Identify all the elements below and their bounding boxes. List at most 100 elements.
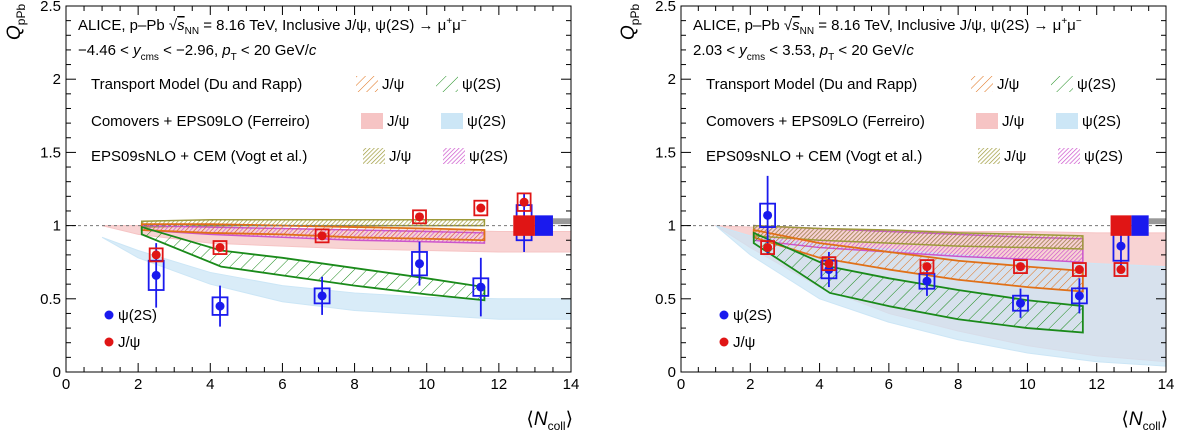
legend-swatch-jpsi — [361, 113, 383, 129]
psi2s-sys-box — [211, 296, 229, 316]
kinematics-label: −4.46 < ycms < −2.96, pT < 20 GeV/c — [78, 42, 317, 63]
data-legend-marker — [719, 337, 729, 347]
x-tick-label: 14 — [563, 376, 580, 393]
jpsi-sys-box — [760, 240, 776, 255]
x-axis-title: ⟨Ncoll⟩ — [526, 409, 573, 430]
x-axis-title: ⟨Ncoll⟩ — [1121, 409, 1168, 430]
y-tick-label: 1 — [53, 218, 61, 235]
legend-swatch-jpsi — [978, 148, 1000, 164]
legend-label-jpsi: J/ψ — [382, 76, 404, 93]
x-tick-label: 14 — [1158, 376, 1175, 393]
legend-label-jpsi: J/ψ — [389, 148, 411, 165]
model-band-comovers-psi2s — [101, 236, 571, 320]
legend-swatch-psi2s — [1051, 76, 1073, 92]
jpsi-point — [1074, 265, 1084, 275]
legend-label-jpsi: J/ψ — [997, 76, 1019, 93]
data-legend-label: J/ψ — [733, 334, 755, 351]
legend-swatch-psi2s — [436, 76, 458, 92]
y-tick-label: 2 — [53, 71, 61, 88]
kinematics-label: 2.03 < ycms < 3.53, pT < 20 GeV/c — [693, 42, 914, 63]
x-tick-label: 10 — [418, 376, 435, 393]
jpsi-point — [1116, 265, 1126, 275]
y-tick-label: 1.5 — [655, 144, 676, 161]
global-uncertainty-box — [534, 215, 553, 236]
x-tick-label: 8 — [350, 376, 358, 393]
x-tick-label: 2 — [134, 376, 142, 393]
legend-model-2: Comovers + EPS09LO (Ferreiro) — [706, 113, 925, 130]
jpsi-point — [824, 259, 834, 269]
x-tick-label: 0 — [62, 376, 70, 393]
global-uncertainty-box — [552, 218, 571, 225]
legend-swatch-jpsi — [971, 76, 993, 92]
legend-label-psi2s: ψ(2S) — [1084, 148, 1123, 165]
x-tick-label: 2 — [746, 376, 754, 393]
y-axis-title: QpPb — [618, 4, 642, 40]
legend-model-3: EPS09sNLO + CEM (Vogt et al.) — [706, 148, 922, 165]
psi2s-point — [1016, 298, 1025, 308]
jpsi-sys-box — [148, 247, 164, 263]
legend-model-1: Transport Model (Du and Rapp) — [706, 76, 917, 93]
model-band-transport-jpsi — [752, 228, 1084, 293]
chart-title: ALICE, p–Pb √sNN = 8.16 TeV, Inclusive J… — [78, 16, 467, 37]
legend-swatch-psi2s — [1058, 148, 1080, 164]
psi2s-sys-box — [1070, 287, 1088, 305]
legend-swatch-psi2s — [1056, 113, 1078, 129]
jpsi-sys-box — [412, 209, 427, 225]
y-tick-label: 0.5 — [655, 291, 676, 308]
x-tick-label: 4 — [815, 376, 823, 393]
legend-label-psi2s: ψ(2S) — [469, 148, 508, 165]
chart-panel-left: 0 2 4 6 8 10 12 14 0 0.5 1 1.5 2 2.5 ⟨Ncoll⟩ QpPb ALICE,… — [4, 0, 580, 430]
psi2s-point — [1074, 291, 1084, 301]
legend-label-jpsi: J/ψ — [1002, 113, 1024, 130]
legend-label-psi2s: ψ(2S) — [462, 76, 501, 93]
plot-area — [66, 192, 571, 327]
jpsi-point — [151, 250, 161, 260]
legend-model-2: Comovers + EPS09LO (Ferreiro) — [91, 113, 310, 130]
legend-swatch-jpsi — [356, 76, 378, 92]
x-tick-label: 4 — [206, 376, 214, 393]
x-tick-label: 10 — [1019, 376, 1036, 393]
x-tick-label: 12 — [1088, 376, 1105, 393]
jpsi-sys-box — [821, 256, 837, 272]
chart-left: 0 2 4 6 8 10 12 14 0 0.5 1 1.5 2 2.5 ⟨Ncoll⟩ QpPb ALICE,… — [4, 0, 580, 430]
x-tick-label: 0 — [677, 376, 685, 393]
legend-model-1: Transport Model (Du and Rapp) — [91, 76, 302, 93]
psi2s-sys-box — [472, 277, 490, 297]
y-tick-label: 1 — [668, 218, 676, 235]
global-uncertainty-box — [1131, 215, 1149, 236]
plot-area — [681, 175, 1166, 367]
y-tick-label: 1.5 — [40, 144, 61, 161]
legend-label-psi2s: ψ(2S) — [1082, 113, 1121, 130]
psi2s-sys-box — [411, 251, 428, 277]
jpsi-point — [922, 262, 932, 272]
legend-label-psi2s: ψ(2S) — [467, 113, 506, 130]
jpsi-point — [415, 212, 424, 222]
jpsi-sys-box — [1071, 262, 1087, 277]
psi2s-point — [317, 291, 327, 301]
jpsi-sys-box — [212, 240, 228, 255]
jpsi-sys-box — [473, 199, 489, 217]
global-uncertainty-box — [1110, 215, 1132, 236]
psi2s-point — [151, 270, 161, 280]
psi2s-sys-box — [313, 287, 331, 305]
psi2s-point — [415, 259, 424, 269]
legend-swatch-psi2s — [441, 113, 463, 129]
data-legend-label: ψ(2S) — [118, 307, 157, 324]
y-tick-label: 2.5 — [40, 0, 61, 15]
jpsi-point — [763, 243, 773, 253]
jpsi-sys-box — [1013, 259, 1028, 274]
jpsi-sys-box — [516, 192, 532, 212]
data-legend-marker — [719, 310, 729, 320]
x-tick-label: 6 — [885, 376, 893, 393]
legend-model-3: EPS09sNLO + CEM (Vogt et al.) — [91, 148, 307, 165]
legend-label-jpsi: J/ψ — [1004, 148, 1026, 165]
data-legend-marker — [104, 310, 114, 320]
x-tick-label: 8 — [954, 376, 962, 393]
model-band-transport-psi2s — [140, 225, 486, 302]
jpsi-point — [317, 231, 327, 241]
legend-label-psi2s: ψ(2S) — [1077, 76, 1116, 93]
psi2s-point — [476, 282, 486, 292]
psi2s-point — [1116, 241, 1126, 251]
model-band-eps09snlo-jpsi — [753, 224, 1084, 250]
y-tick-label: 0 — [53, 364, 61, 381]
